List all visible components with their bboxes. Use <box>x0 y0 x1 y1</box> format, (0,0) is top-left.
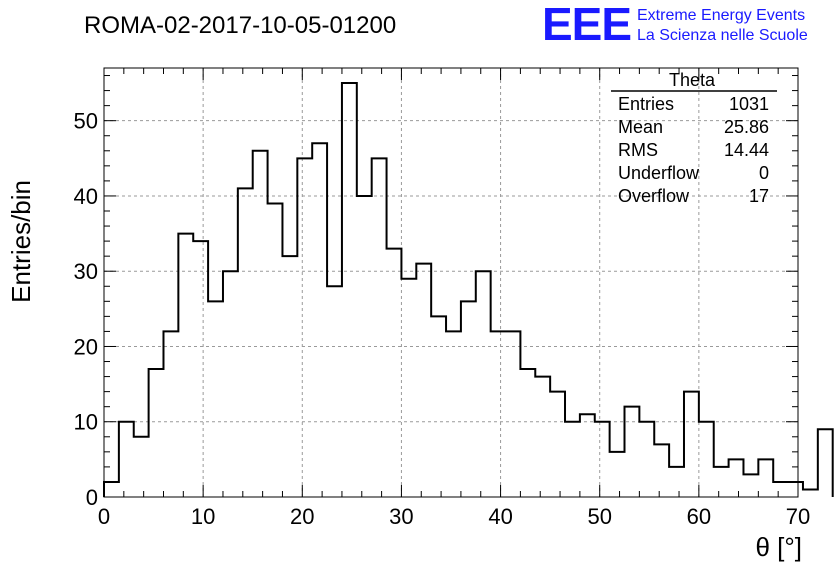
stats-row-label: Overflow <box>618 186 690 206</box>
histogram-bin <box>818 429 833 497</box>
stats-box: Theta Entries 1031 Mean 25.86 RMS 14.44 Underf… <box>611 70 777 206</box>
y-tick-label: 40 <box>74 184 98 209</box>
stats-row-label: Entries <box>618 94 674 114</box>
stats-row-value: 25.86 <box>724 117 769 137</box>
histogram-bin <box>654 444 669 497</box>
grid <box>104 68 798 497</box>
x-tick-label: 0 <box>98 504 110 529</box>
x-axis-title: θ [°] <box>755 532 802 562</box>
histogram-bin <box>357 196 372 497</box>
histogram-bin <box>506 331 521 497</box>
stats-row-value: 1031 <box>729 94 769 114</box>
histogram-bin <box>223 271 238 497</box>
histogram-bin <box>372 158 387 497</box>
x-tick-label: 30 <box>389 504 413 529</box>
histogram-bin <box>684 392 699 497</box>
x-tick-label: 50 <box>587 504 611 529</box>
histogram-bin <box>208 301 223 497</box>
histogram-bin <box>520 369 535 497</box>
histogram-outline <box>103 82 834 497</box>
stats-row-value: 0 <box>759 163 769 183</box>
histogram-bars <box>103 82 834 497</box>
axes <box>103 67 799 498</box>
histogram-bin <box>476 271 491 497</box>
x-tick-label: 40 <box>488 504 512 529</box>
histogram-bin <box>788 482 803 497</box>
histogram-bin <box>729 459 744 497</box>
histogram-bin <box>297 158 312 497</box>
x-tick-label: 70 <box>786 504 810 529</box>
histogram-bin <box>431 316 446 497</box>
histogram-bin <box>253 151 268 497</box>
histogram-bin <box>312 143 327 497</box>
histogram-bin <box>580 414 595 497</box>
histogram-bin <box>714 467 729 497</box>
histogram-bin <box>119 422 134 497</box>
x-tick-label: 10 <box>191 504 215 529</box>
histogram-bin <box>669 467 684 497</box>
eee-logo: EEE Extreme Energy Events La Scienza nel… <box>542 0 808 50</box>
histogram-bin <box>238 188 253 497</box>
histogram-bin <box>268 203 283 497</box>
x-tick-label: 60 <box>687 504 711 529</box>
histogram-bin <box>282 256 297 497</box>
histogram-bin <box>743 474 758 497</box>
y-tick-label: 20 <box>74 334 98 359</box>
histogram-bin <box>639 422 654 497</box>
y-axis-title: Entries/bin <box>6 180 36 303</box>
histogram-bin <box>565 422 580 497</box>
logo-mark: EEE <box>542 0 631 50</box>
tick-labels: 0 10 20 30 40 50 60 70 0 10 20 30 40 50 <box>74 109 811 529</box>
y-tick-label: 10 <box>74 410 98 435</box>
histogram-bin <box>416 264 431 497</box>
histogram-bin <box>104 482 119 497</box>
histogram-bin <box>773 482 788 497</box>
histogram-bin <box>550 392 565 497</box>
y-tick-label: 0 <box>86 485 98 510</box>
histogram-bin <box>461 301 476 497</box>
histogram-bin <box>163 331 178 497</box>
histogram-bin <box>625 407 640 497</box>
histogram-bin <box>134 437 149 497</box>
stats-box-title: Theta <box>669 70 716 90</box>
histogram-bin <box>446 331 461 497</box>
stats-row-label: RMS <box>618 140 658 160</box>
stats-row-label: Underflow <box>618 163 700 183</box>
histogram-bin <box>491 331 506 497</box>
stats-row-label: Mean <box>618 117 663 137</box>
histogram-bin <box>610 452 625 497</box>
y-tick-label: 50 <box>74 109 98 134</box>
stats-row-value: 17 <box>749 186 769 206</box>
chart-title: ROMA-02-2017-10-05-01200 <box>84 12 396 39</box>
plot-frame <box>103 67 799 498</box>
histogram-bin <box>595 422 610 497</box>
y-tick-label: 30 <box>74 259 98 284</box>
histogram-bin <box>803 489 818 497</box>
x-tick-label: 20 <box>290 504 314 529</box>
histogram-bin <box>535 377 550 497</box>
histogram-bin <box>327 286 342 497</box>
histogram-bin <box>342 83 357 497</box>
histogram-bin <box>178 234 193 497</box>
histogram-bin <box>758 459 773 497</box>
histogram-bin <box>387 249 402 497</box>
logo-line-2: La Scienza nelle Scuole <box>637 27 808 44</box>
histogram-bin <box>699 422 714 497</box>
histogram-bin <box>149 369 164 497</box>
logo-line-1: Extreme Energy Events <box>637 7 805 24</box>
stats-row-value: 14.44 <box>724 140 769 160</box>
histogram-bin <box>193 241 208 497</box>
histogram-bin <box>401 279 416 497</box>
